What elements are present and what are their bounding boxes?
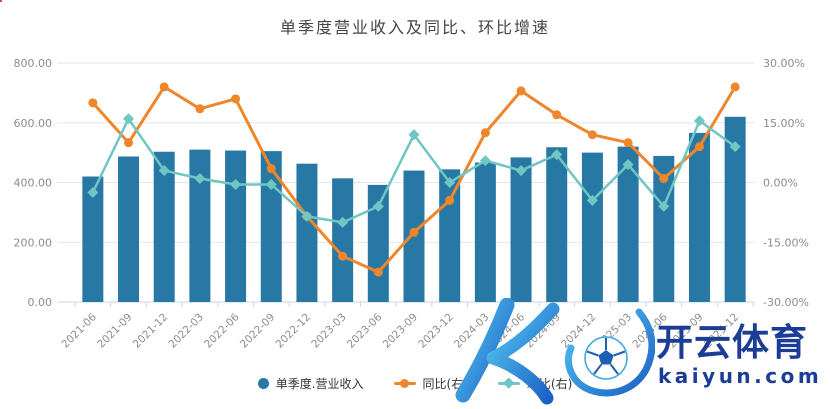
yoy-point-2024-09[interactable] — [552, 110, 562, 120]
watermark-brand-text: 开云体育 — [656, 321, 808, 364]
yoy-point-2024-06[interactable] — [516, 86, 526, 96]
y-left-tick-label: 200.00 — [14, 236, 53, 249]
yoy-point-2024-03[interactable] — [480, 128, 490, 138]
qoq-point-2024-03[interactable] — [479, 155, 491, 167]
yoy-point-2023-12[interactable] — [445, 195, 455, 205]
legend-label-revenue: 单季度.营业收入 — [275, 376, 364, 391]
legend-item-yoy[interactable]: 同比(右) — [393, 375, 468, 392]
yoy-point-2022-06[interactable] — [231, 94, 241, 104]
qoq-point-2021-09[interactable] — [123, 113, 135, 125]
qoq-point-2021-12[interactable] — [158, 165, 170, 177]
qoq-line-series — [87, 113, 741, 228]
kaiyun-logo-icon — [455, 298, 655, 405]
y-left-tick-label: 0.00 — [28, 296, 53, 309]
legend-item-revenue[interactable]: 单季度.营业收入 — [257, 375, 364, 392]
yoy-point-2022-09[interactable] — [266, 164, 276, 174]
yoy-point-2021-09[interactable] — [124, 138, 134, 148]
bar-2024-03[interactable] — [474, 162, 496, 302]
bar-2023-06[interactable] — [367, 184, 389, 302]
y-axis-left: 800.00 600.00 400.00 200.00 0.00 — [14, 57, 53, 309]
bar-2025-12[interactable] — [724, 116, 746, 303]
x-tick-label-2021-12: 2021-12 — [131, 311, 171, 351]
x-tick-label-2023-09: 2023-09 — [381, 311, 421, 351]
qoq-line-marker-icon — [497, 381, 520, 385]
yoy-point-2024-12[interactable] — [587, 130, 597, 140]
y-right-tick-label: -30.00% — [763, 296, 809, 309]
qoq-point-2024-06[interactable] — [515, 165, 527, 177]
yoy-point-2023-03[interactable] — [338, 251, 348, 261]
y-right-tick-label: 15.00% — [763, 117, 805, 130]
yoy-point-2025-03[interactable] — [623, 138, 633, 148]
legend-label-yoy: 同比(右) — [422, 376, 468, 391]
bar-2022-09[interactable] — [260, 151, 282, 302]
watermark-site-text: kaiyun.com — [658, 364, 823, 388]
qoq-point-2022-03[interactable] — [194, 173, 206, 185]
bar-2022-06[interactable] — [225, 150, 247, 302]
x-tick-label-2022-06: 2022-06 — [202, 311, 242, 351]
qoq-point-2023-06[interactable] — [372, 200, 384, 212]
bar-2021-06[interactable] — [82, 176, 104, 302]
bar-2021-12[interactable] — [153, 151, 175, 302]
bar-series-marker-icon — [257, 377, 269, 389]
y-left-tick-label: 400.00 — [14, 177, 53, 190]
yoy-point-2023-06[interactable] — [373, 267, 383, 277]
bar-2023-03[interactable] — [332, 178, 354, 302]
x-tick-label-2021-06: 2021-06 — [59, 311, 99, 351]
bar-2024-06[interactable] — [510, 157, 532, 302]
qoq-point-2023-09[interactable] — [408, 129, 420, 141]
bar-2024-12[interactable] — [581, 152, 603, 302]
yoy-point-2025-06[interactable] — [659, 174, 669, 184]
bar-2024-09[interactable] — [546, 147, 568, 302]
yoy-point-2021-12[interactable] — [159, 82, 169, 92]
yoy-point-2022-03[interactable] — [195, 104, 205, 114]
bar-2022-03[interactable] — [189, 149, 211, 302]
bar-2025-03[interactable] — [617, 146, 639, 302]
y-axis-right: 30.00% 15.00% 0.00% -15.00% -30.00% — [763, 57, 809, 309]
yoy-point-2021-06[interactable] — [88, 98, 98, 108]
x-tick-label-2021-09: 2021-09 — [95, 311, 135, 351]
qoq-point-2023-12[interactable] — [444, 176, 456, 189]
bar-series-revenue — [82, 116, 746, 303]
corner-artifact — [0, 0, 2, 2]
x-tick-label-2022-09: 2022-09 — [238, 311, 278, 351]
x-tick-label-2023-03: 2023-03 — [309, 311, 349, 351]
watermark: 开云体育 kaiyun.com — [443, 298, 825, 406]
y-left-tick-label: 600.00 — [14, 117, 53, 130]
yoy-point-2023-09[interactable] — [409, 227, 419, 237]
bar-2023-12[interactable] — [439, 169, 461, 302]
y-right-tick-label: -15.00% — [763, 236, 809, 249]
x-tick-label-2022-12: 2022-12 — [274, 311, 314, 351]
qoq-point-2024-09[interactable] — [551, 149, 563, 161]
yoy-line-marker-icon — [393, 378, 416, 388]
yoy-point-2025-12[interactable] — [730, 82, 740, 92]
y-left-tick-label: 800.00 — [14, 57, 53, 70]
yoy-point-2025-09[interactable] — [694, 142, 704, 152]
x-tick-label-2022-03: 2022-03 — [167, 311, 207, 351]
qoq-point-2021-06[interactable] — [87, 186, 99, 198]
y-right-tick-label: 30.00% — [763, 57, 805, 70]
bar-2025-09[interactable] — [688, 132, 710, 302]
y-right-tick-label: 0.00% — [763, 177, 798, 190]
bar-2022-12[interactable] — [296, 163, 318, 302]
chart-title: 单季度营业收入及同比、环比增速 — [279, 18, 550, 37]
bar-2021-09[interactable] — [118, 156, 140, 302]
x-tick-label-2023-06: 2023-06 — [345, 311, 385, 351]
